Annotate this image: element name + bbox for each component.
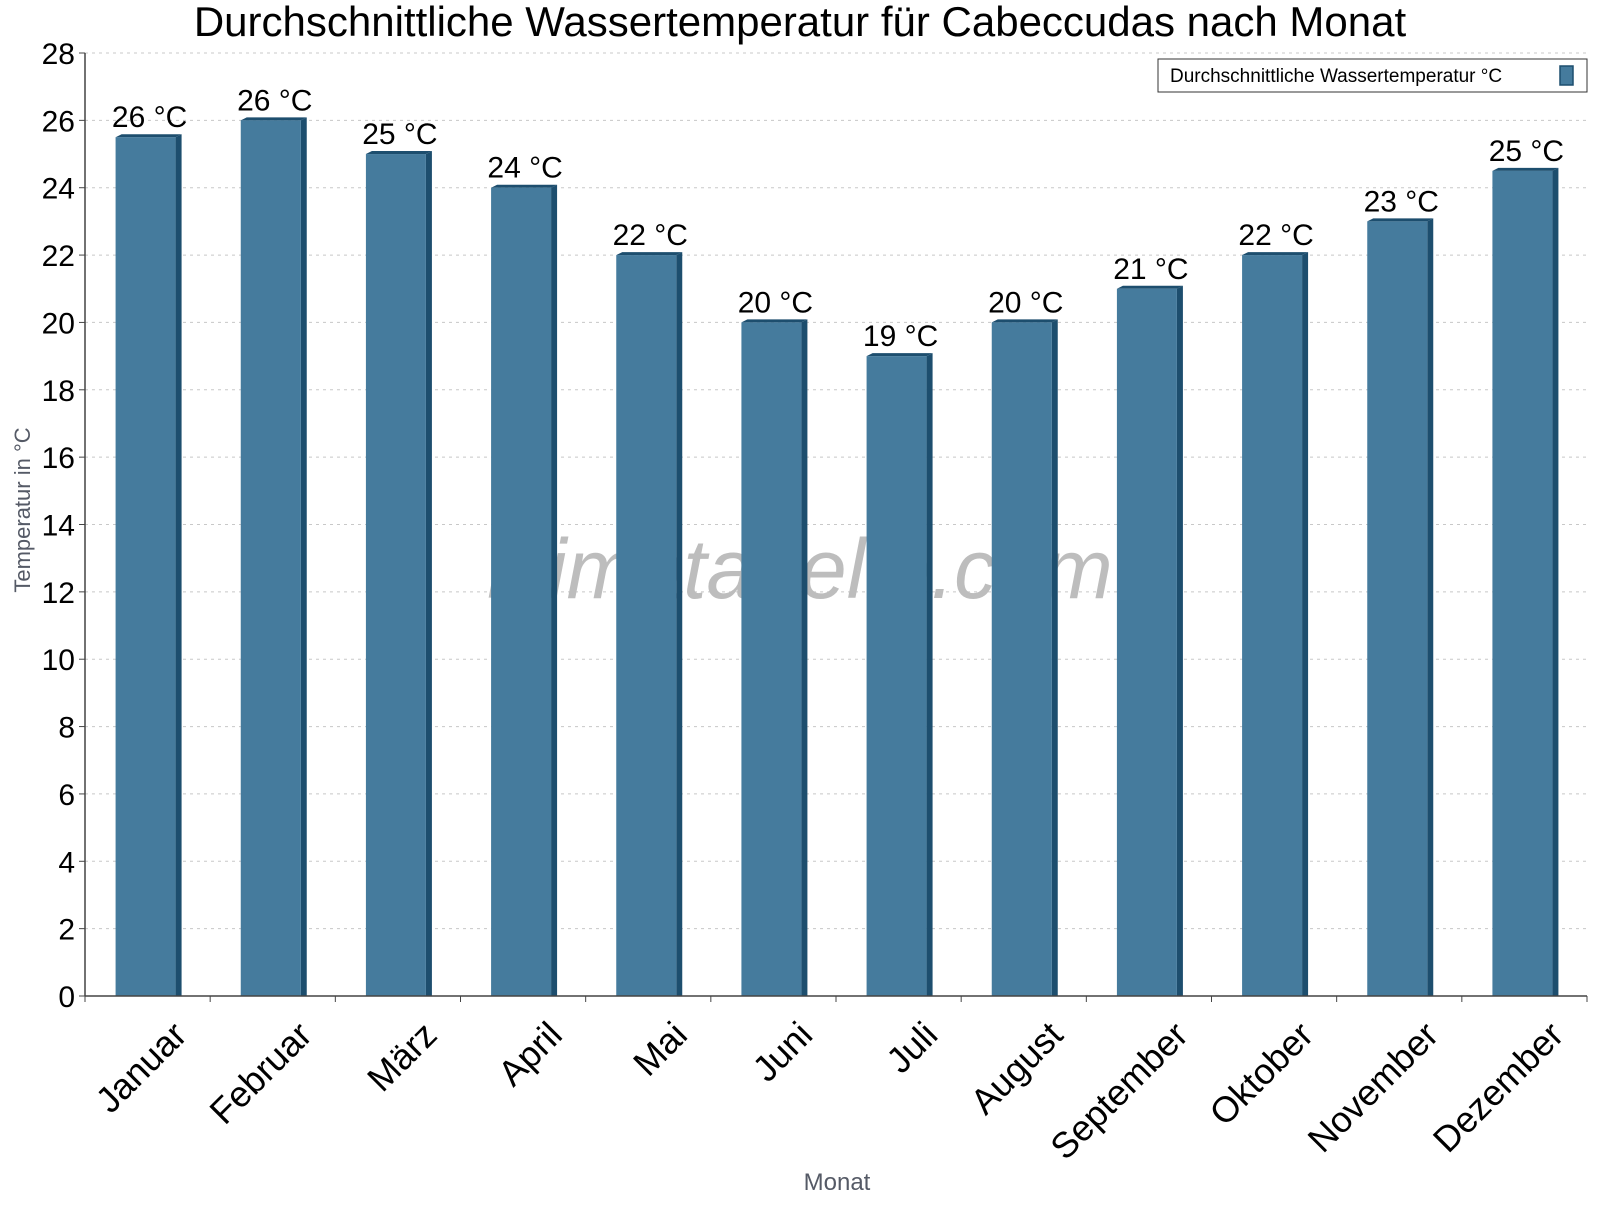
bar-side [676,252,683,997]
x-tick-label: Mai [625,1014,695,1084]
data-label: 20 °C [988,286,1063,319]
x-tick-label: Januar [88,1014,195,1121]
legend-box [1157,58,1588,93]
bar [741,322,802,996]
x-tick-label: März [359,1014,445,1100]
data-label: 24 °C [487,152,562,185]
bar [991,322,1052,996]
bar [1367,221,1428,997]
bar-top [1242,252,1309,256]
x-tick-label: April [490,1014,570,1094]
bar [1116,288,1177,996]
bar-top [866,353,933,357]
y-tick-label: 16 [42,442,75,475]
y-tick-label: 26 [42,105,75,138]
data-label: 21 °C [1113,253,1188,286]
bar-top [1492,167,1559,171]
y-tick-label: 6 [58,779,75,812]
y-tick-label: 8 [58,712,75,745]
y-tick-label: 22 [42,240,75,273]
data-label: 22 °C [1238,219,1313,252]
bar-top [240,117,307,121]
data-label: 25 °C [362,118,437,151]
bar [1242,255,1303,997]
bar-top [741,319,808,323]
chart-title: Durchschnittliche Wassertemperatur für C… [194,0,1407,45]
bar-top [365,151,432,155]
bar [866,356,927,996]
bar [115,137,176,997]
y-tick-label: 2 [58,914,75,947]
x-tick-label: August [962,1014,1070,1122]
data-label: 23 °C [1364,185,1439,218]
y-tick-label: 12 [42,577,75,610]
x-tick-label: Oktober [1201,1014,1321,1134]
y-tick-label: 28 [42,38,75,71]
bar-side [1552,167,1559,996]
grid-layer [85,52,1587,930]
y-tick-label: 0 [58,981,75,1014]
x-tick-label: November [1300,1014,1446,1160]
bar [1492,170,1553,996]
bar-side [551,184,558,996]
y-tick-label: 14 [42,510,75,543]
x-tick-label: September [1042,1014,1196,1168]
bar-top [115,134,182,138]
legend-label: Durchschnittliche Wassertemperatur °C [1170,66,1502,87]
data-label: 19 °C [863,320,938,353]
y-axis-title: Temperatur in °C [10,427,35,592]
bar-layer: 26 °C 26 °C 25 °C 24 °C 22 °C 20 °C 19 °C 20 °C… [112,84,1564,997]
bar-side [425,151,432,997]
y-tick-label: 20 [42,307,75,340]
bar [365,154,426,997]
bar-top [1367,218,1434,222]
data-label: 22 °C [613,219,688,252]
y-tick-label: 24 [42,173,75,206]
bar-side [801,319,808,996]
bar [491,187,552,996]
data-label: 20 °C [738,286,813,319]
y-tick-label: 18 [42,375,75,408]
y-tick-label: 10 [42,644,75,677]
bar-top [616,252,683,256]
y-tick-label: 4 [58,846,75,879]
bar-side [1176,285,1183,996]
x-tick-label: Juni [744,1014,820,1090]
x-tick-label: Juli [878,1014,945,1081]
bar-side [1302,252,1309,997]
bar-side [300,117,307,997]
bar-side [175,134,182,997]
x-tick-label: Dezember [1425,1014,1571,1160]
data-label: 26 °C [112,101,187,134]
bar-top [991,319,1058,323]
bar [616,255,677,997]
x-tick-label: Februar [201,1014,319,1132]
bar-top [491,184,558,188]
bar-side [1427,218,1434,997]
legend-swatch [1559,65,1574,86]
data-label: 26 °C [237,84,312,117]
legend: Durchschnittliche Wassertemperatur °C [1157,58,1588,93]
bar [240,120,301,997]
bar-top [1116,285,1183,289]
data-label: 25 °C [1489,135,1564,168]
x-axis-title: Monat [804,1169,871,1196]
bar-side [1051,319,1058,996]
bar-side [926,353,933,996]
